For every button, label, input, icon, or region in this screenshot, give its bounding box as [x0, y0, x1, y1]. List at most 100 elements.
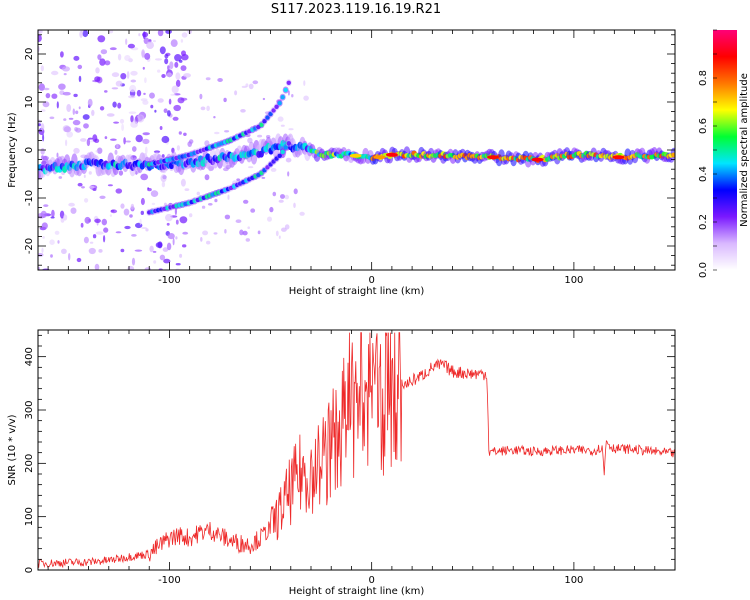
- noise-blob: [73, 55, 80, 61]
- noise-blob: [181, 32, 188, 38]
- noise-blob: [165, 213, 173, 222]
- noise-blob: [270, 167, 277, 172]
- noise-blob: [277, 116, 284, 122]
- noise-blob: [213, 232, 218, 235]
- noise-blob: [174, 61, 179, 68]
- noise-blob: [160, 174, 167, 183]
- noise-blob: [170, 39, 178, 47]
- noise-blob: [41, 222, 48, 230]
- noise-blob: [66, 131, 73, 138]
- noise-blob: [77, 64, 83, 70]
- noise-blob: [49, 116, 55, 120]
- noise-blob: [131, 234, 137, 237]
- noise-blob: [88, 171, 92, 175]
- colorbar-label: Normalized spectral amplitude: [739, 73, 750, 227]
- noise-blob: [149, 92, 155, 99]
- noise-blob: [130, 79, 137, 83]
- noise-blob: [110, 138, 117, 141]
- noise-blob: [239, 229, 244, 236]
- noise-blob: [117, 102, 122, 109]
- noise-blob: [130, 115, 134, 123]
- noise-blob: [178, 131, 182, 135]
- figure-title: S117.2023.119.16.19.R21: [270, 2, 442, 17]
- noise-blob: [174, 54, 182, 62]
- noise-blob: [161, 154, 165, 158]
- noise-blob: [38, 34, 42, 42]
- noise-blob: [129, 214, 133, 218]
- noise-blob: [172, 237, 175, 246]
- noise-blob: [76, 257, 82, 263]
- upper-branch-core: [286, 80, 291, 86]
- noise-blob: [123, 208, 130, 216]
- snr-xlabel: Height of straight line (km): [289, 586, 425, 597]
- noise-blob: [250, 208, 256, 213]
- noise-blob: [275, 230, 279, 237]
- noise-blob: [62, 66, 70, 72]
- noise-blob: [120, 73, 127, 80]
- noise-blob: [143, 92, 146, 95]
- noise-blob: [223, 167, 229, 172]
- snr-ytick-label: 300: [24, 400, 35, 419]
- spectrogram-xtick-label: -100: [158, 275, 181, 286]
- noise-blob: [204, 174, 210, 181]
- noise-blob: [103, 227, 109, 233]
- noise-blob: [179, 216, 188, 224]
- noise-blob: [89, 241, 94, 244]
- noise-blob: [134, 249, 143, 252]
- noise-blob: [45, 93, 51, 99]
- noise-blob: [303, 95, 309, 101]
- noise-blob: [112, 101, 117, 108]
- noise-blob: [227, 194, 230, 200]
- spectrogram-xlabel: Height of straight line (km): [289, 286, 425, 297]
- noise-blob: [94, 76, 101, 82]
- noise-blob: [95, 150, 98, 153]
- noise-blob: [174, 207, 177, 216]
- noise-blob: [284, 194, 289, 200]
- noise-blob: [40, 65, 44, 72]
- noise-blob: [40, 148, 45, 155]
- noise-blob: [201, 205, 206, 209]
- noise-blob: [161, 135, 170, 144]
- noise-blob: [177, 97, 185, 104]
- noise-blob: [72, 119, 81, 126]
- noise-blob: [60, 51, 64, 58]
- noise-blob: [252, 80, 259, 85]
- noise-blob: [163, 108, 168, 113]
- ridge-core: [671, 152, 675, 158]
- noise-blob: [130, 121, 138, 128]
- noise-blob: [111, 87, 119, 90]
- noise-blob: [288, 128, 294, 131]
- noise-blob: [170, 93, 176, 96]
- noise-blob: [157, 98, 164, 103]
- noise-blob: [144, 77, 147, 84]
- noise-blob: [145, 146, 148, 155]
- noise-blob: [82, 114, 90, 120]
- noise-blob: [140, 197, 145, 206]
- noise-blob: [178, 59, 183, 63]
- noise-blob: [149, 245, 154, 253]
- snr-ylabel: SNR (10 * v/v): [7, 414, 18, 485]
- noise-blob: [200, 237, 203, 242]
- noise-blob: [213, 116, 216, 119]
- noise-blob: [128, 111, 137, 114]
- upper-branch-core: [283, 87, 288, 93]
- noise-blob: [150, 104, 154, 109]
- noise-blob: [99, 58, 106, 66]
- noise-blob: [107, 184, 113, 187]
- noise-blob: [151, 202, 156, 206]
- noise-blob: [132, 146, 137, 152]
- noise-blob: [75, 127, 82, 133]
- colorbar-tick-label: 0.8: [698, 70, 709, 86]
- lower-branch-core: [280, 149, 285, 155]
- noise-blob: [272, 191, 277, 197]
- noise-blob: [202, 230, 209, 236]
- noise-blob: [175, 79, 181, 87]
- noise-blob: [98, 249, 103, 253]
- noise-blob: [223, 97, 227, 103]
- noise-blob: [123, 137, 126, 145]
- noise-blob: [73, 93, 78, 98]
- noise-blob: [56, 101, 59, 109]
- noise-blob: [129, 84, 137, 93]
